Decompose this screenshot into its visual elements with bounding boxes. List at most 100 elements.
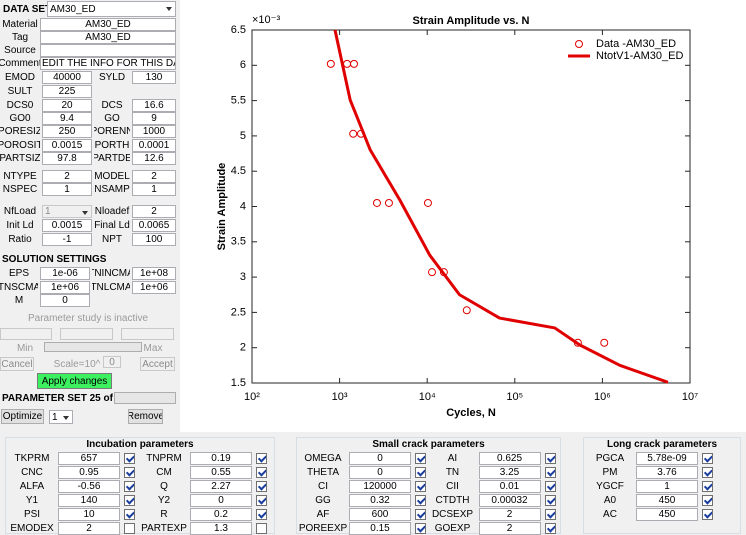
checkbox[interactable] <box>124 509 135 520</box>
optimize-button[interactable]: Optimize <box>1 409 44 424</box>
cancel-button[interactable]: Cancel <box>0 357 34 371</box>
set-selector[interactable]: 1 <box>49 410 73 424</box>
param-field[interactable]: 0.55 <box>190 466 252 479</box>
checkbox[interactable] <box>256 467 267 478</box>
param-field[interactable]: 3.25 <box>478 466 541 479</box>
param-field[interactable]: 0.0015 <box>42 219 92 232</box>
param-field[interactable]: 1000 <box>132 125 176 138</box>
checkbox[interactable] <box>544 453 556 464</box>
checkbox[interactable] <box>415 481 426 492</box>
study-slider[interactable] <box>44 342 142 352</box>
param-field[interactable]: 3.76 <box>636 466 698 479</box>
checkbox[interactable] <box>415 495 426 506</box>
checkbox[interactable] <box>256 453 267 464</box>
param-field[interactable]: 0.0065 <box>132 219 176 232</box>
checkbox[interactable] <box>124 467 135 478</box>
checkbox[interactable] <box>544 481 556 492</box>
checkbox[interactable] <box>702 453 713 464</box>
checkbox[interactable] <box>256 509 267 520</box>
param-field[interactable]: 657 <box>58 452 120 465</box>
param-field[interactable]: 2 <box>132 170 176 183</box>
param-field[interactable]: 0 <box>40 294 90 307</box>
param-field[interactable]: 1 <box>42 205 92 218</box>
param-field[interactable]: -1 <box>42 233 92 246</box>
param-field[interactable]: 600 <box>349 508 411 521</box>
parameter-set-slider[interactable] <box>114 392 176 404</box>
param-field[interactable]: 1e-06 <box>40 267 90 280</box>
param-field[interactable]: 2 <box>58 522 120 535</box>
param-field[interactable]: 9 <box>132 112 176 125</box>
param-field[interactable]: 0.0001 <box>132 139 176 152</box>
param-field[interactable]: 250 <box>42 125 92 138</box>
param-field[interactable]: 97.8 <box>42 152 92 165</box>
checkbox[interactable] <box>124 481 135 492</box>
param-field[interactable]: 1 <box>636 480 698 493</box>
param-field[interactable]: 0.15 <box>349 522 411 535</box>
checkbox[interactable] <box>256 481 267 492</box>
param-field[interactable]: 0.01 <box>478 480 541 493</box>
param-field[interactable]: 40000 <box>42 71 92 84</box>
data-set-dropdown[interactable]: AM30_ED <box>47 1 176 17</box>
param-field[interactable]: 1 <box>132 183 176 196</box>
param-field[interactable]: 0 <box>349 452 411 465</box>
param-field[interactable]: 0.95 <box>58 466 120 479</box>
param-field[interactable]: 0.2 <box>190 508 252 521</box>
param-field[interactable]: 0 <box>190 494 252 507</box>
param-field[interactable]: 2.27 <box>190 480 252 493</box>
param-field[interactable]: 5.78e-09 <box>636 452 698 465</box>
remove-button[interactable]: Remove <box>128 409 163 424</box>
param-field[interactable]: 0.32 <box>349 494 411 507</box>
param-field[interactable]: 16.6 <box>132 99 176 112</box>
checkbox[interactable] <box>702 509 713 520</box>
checkbox[interactable] <box>415 467 426 478</box>
checkbox[interactable] <box>702 481 713 492</box>
checkbox[interactable] <box>544 467 556 478</box>
checkbox[interactable] <box>544 523 556 534</box>
study-field[interactable] <box>60 328 113 340</box>
param-field[interactable]: 1 <box>42 183 92 196</box>
study-field[interactable] <box>121 328 174 340</box>
checkbox[interactable] <box>544 495 556 506</box>
param-field[interactable]: -0.56 <box>58 480 120 493</box>
study-field[interactable] <box>0 328 52 340</box>
scale-field[interactable]: 0 <box>103 356 121 368</box>
param-field[interactable]: 1.3 <box>190 522 252 535</box>
checkbox[interactable] <box>256 523 267 534</box>
checkbox[interactable] <box>415 453 426 464</box>
accept-button[interactable]: Accept <box>140 357 175 371</box>
param-field[interactable]: 2 <box>42 170 92 183</box>
checkbox[interactable] <box>124 523 135 534</box>
info-field[interactable]: AM30_ED <box>40 18 176 31</box>
param-field[interactable]: 9.4 <box>42 112 92 125</box>
apply-button[interactable]: Apply changes <box>37 373 112 389</box>
param-field[interactable]: 130 <box>132 71 176 84</box>
param-field[interactable]: 20 <box>42 99 92 112</box>
checkbox[interactable] <box>124 495 135 506</box>
checkbox[interactable] <box>124 453 135 464</box>
info-field[interactable] <box>40 44 176 57</box>
param-field[interactable]: 450 <box>636 494 698 507</box>
info-field[interactable]: !!! EDIT THE INFO FOR THIS DAT <box>40 57 176 70</box>
info-field[interactable]: AM30_ED <box>40 31 176 44</box>
param-field[interactable]: 2 <box>478 522 541 535</box>
checkbox[interactable] <box>415 509 426 520</box>
param-field[interactable]: 0.0015 <box>42 139 92 152</box>
checkbox[interactable] <box>256 495 267 506</box>
checkbox[interactable] <box>544 509 556 520</box>
checkbox[interactable] <box>415 523 426 534</box>
checkbox[interactable] <box>702 495 713 506</box>
checkbox[interactable] <box>702 467 713 478</box>
param-field[interactable]: 10 <box>58 508 120 521</box>
param-field[interactable]: 1e+06 <box>132 281 176 294</box>
param-field[interactable]: 12.6 <box>132 152 176 165</box>
param-field[interactable]: 140 <box>58 494 120 507</box>
param-field[interactable]: 100 <box>132 233 176 246</box>
param-field[interactable]: 225 <box>42 85 92 98</box>
param-field[interactable]: 0.00032 <box>478 494 541 507</box>
param-field[interactable]: 0.625 <box>478 452 541 465</box>
param-field[interactable]: 1e+06 <box>40 281 90 294</box>
param-field[interactable]: 0 <box>349 466 411 479</box>
param-field[interactable]: 1e+08 <box>132 267 176 280</box>
param-field[interactable]: 120000 <box>349 480 411 493</box>
param-field[interactable]: 2 <box>478 508 541 521</box>
